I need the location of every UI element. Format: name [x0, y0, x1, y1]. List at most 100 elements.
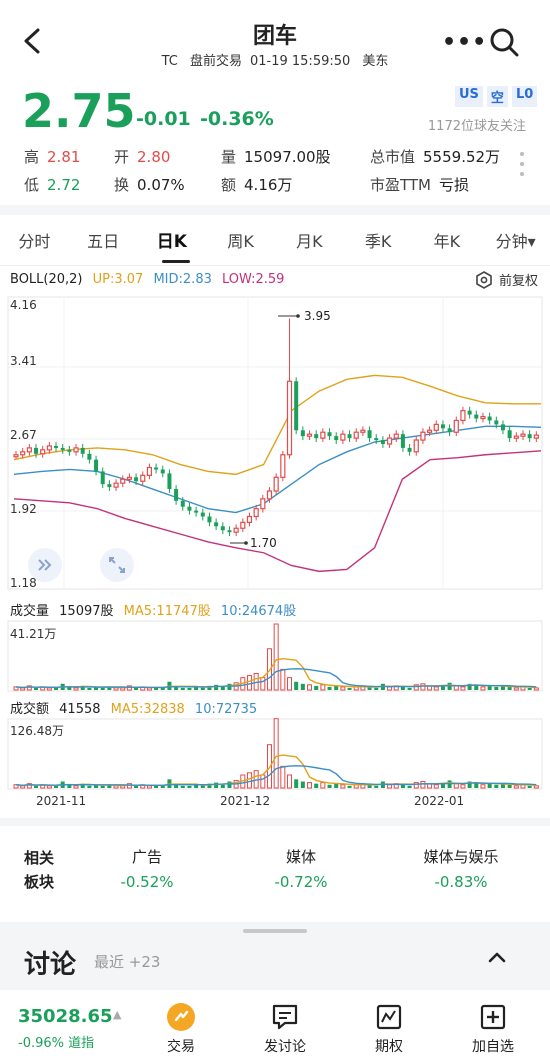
amount-value: 41558	[59, 702, 101, 717]
candle-body	[60, 447, 65, 450]
volume-bar	[87, 785, 92, 788]
volume-bar	[94, 686, 99, 690]
volume-bar	[73, 687, 79, 691]
stat-turnover: 换 0.07%	[114, 176, 185, 194]
volume-bar	[307, 684, 313, 691]
volume-bar	[220, 686, 225, 690]
ma10-line	[15, 668, 537, 689]
volume-bar	[407, 785, 412, 788]
drag-handle[interactable]	[243, 929, 307, 933]
tab-monthly-k[interactable]: 月K	[296, 232, 323, 251]
volume-bar	[300, 781, 305, 788]
volume-bar	[527, 785, 532, 788]
session-info: TC 盘前交易 01-19 15:59:50 美东	[0, 50, 550, 69]
fullscreen-button[interactable]	[100, 548, 134, 582]
adjust-toggle[interactable]: 前复权	[475, 270, 538, 289]
candle-body	[340, 433, 346, 441]
tab-weekly-k[interactable]: 周K	[227, 232, 254, 251]
back-icon[interactable]	[18, 26, 46, 56]
candle-body	[174, 489, 179, 501]
volume-bar	[314, 783, 319, 788]
sector-advertising[interactable]: 广告 -0.52%	[120, 848, 174, 891]
price-change-percent: -0.36%	[200, 108, 274, 130]
volume-bar	[80, 783, 85, 788]
trade-icon	[167, 1003, 195, 1031]
bottom-bar	[0, 990, 550, 1063]
tab-quarterly-k[interactable]: 季K	[364, 232, 392, 251]
candle-body	[273, 476, 279, 492]
tab-daily-k[interactable]: 日K	[156, 232, 187, 252]
candle-body	[360, 429, 366, 433]
candle-body	[347, 434, 352, 439]
sector-media-entertainment[interactable]: 媒体与娱乐 -0.83%	[423, 848, 499, 891]
candle-body	[246, 515, 253, 523]
volume-bar	[20, 687, 26, 691]
volume-bar	[134, 785, 139, 788]
tab-five-day[interactable]: 五日	[87, 232, 120, 251]
more-icon[interactable]: •••	[442, 30, 488, 55]
tab-yearly-k[interactable]: 年K	[433, 232, 461, 251]
candle-body	[227, 530, 232, 533]
candle-body	[294, 381, 299, 431]
candle-body	[87, 453, 92, 460]
chevron-up-icon[interactable]	[486, 948, 508, 966]
index-value[interactable]: 35028.65	[18, 1006, 113, 1027]
axis-label-4: 1.92	[10, 502, 37, 516]
volume-bar	[500, 783, 505, 788]
ticker: TC	[161, 54, 178, 69]
followers-count: 1172位球友关注	[427, 119, 526, 134]
trade-button[interactable]: 交易	[141, 1002, 221, 1056]
volume-bar	[527, 687, 532, 690]
boll-low-line	[13, 450, 542, 573]
volume-bar	[200, 784, 205, 788]
price-change: -0.01	[136, 108, 191, 130]
volume-bar	[246, 675, 252, 691]
candle-body	[520, 433, 526, 437]
min-price-marker: 1.70	[250, 536, 277, 550]
volume-bar	[413, 684, 419, 691]
volume-bar	[420, 781, 426, 789]
session-time: 01-19 15:59:50	[249, 54, 351, 69]
hexagon-settings-icon	[476, 270, 492, 289]
search-icon[interactable]	[488, 26, 520, 58]
discussion-title: 讨论	[24, 950, 77, 980]
volume-axis-max: 41.21万	[10, 627, 57, 641]
tab-intraday[interactable]: 分时	[18, 232, 51, 251]
sector-media[interactable]: 媒体 -0.72%	[274, 848, 328, 891]
volume-bar	[207, 685, 212, 690]
stats-more-icon[interactable]	[520, 152, 526, 182]
volume-bar	[146, 687, 152, 691]
options-button[interactable]: 期权	[349, 1002, 429, 1056]
volume-bar	[246, 772, 252, 789]
amount-chart[interactable]	[0, 718, 550, 790]
volume-bar	[433, 686, 439, 691]
tab-minute[interactable]: 分钟▾	[495, 232, 536, 251]
volume-bar	[294, 779, 299, 788]
volume-bar	[80, 685, 85, 690]
volume-bar	[20, 785, 26, 789]
boll-mid: MID:2.83	[153, 272, 212, 287]
section-divider-2	[0, 818, 550, 826]
post-discussion-button[interactable]: 发讨论	[245, 1002, 325, 1056]
volume-bar	[400, 784, 405, 788]
axis-label-2: 3.41	[10, 354, 37, 368]
volume-chart[interactable]	[0, 620, 550, 692]
volume-bar	[453, 685, 459, 691]
section-divider	[0, 205, 550, 215]
volume-bar	[407, 687, 412, 690]
expand-left-button[interactable]	[28, 548, 62, 582]
volume-bar	[34, 687, 39, 690]
candle-body	[253, 508, 259, 518]
candle-body	[154, 467, 159, 470]
badge-us: US	[455, 86, 483, 107]
date-label-dec: 2021-12	[220, 794, 271, 808]
volume-bar	[494, 784, 499, 788]
candle-body	[80, 447, 85, 454]
candle-body	[194, 510, 199, 513]
candlestick-chart[interactable]: 3.95 1.70	[0, 295, 550, 595]
volume-bar	[120, 687, 126, 691]
add-watchlist-button[interactable]: 加自选	[453, 1002, 533, 1056]
boll-legend: BOLL(20,2) UP:3.07 MID:2.83 LOW:2.59	[10, 272, 290, 287]
candle-body	[334, 436, 339, 441]
discussion-panel[interactable]	[0, 922, 550, 990]
